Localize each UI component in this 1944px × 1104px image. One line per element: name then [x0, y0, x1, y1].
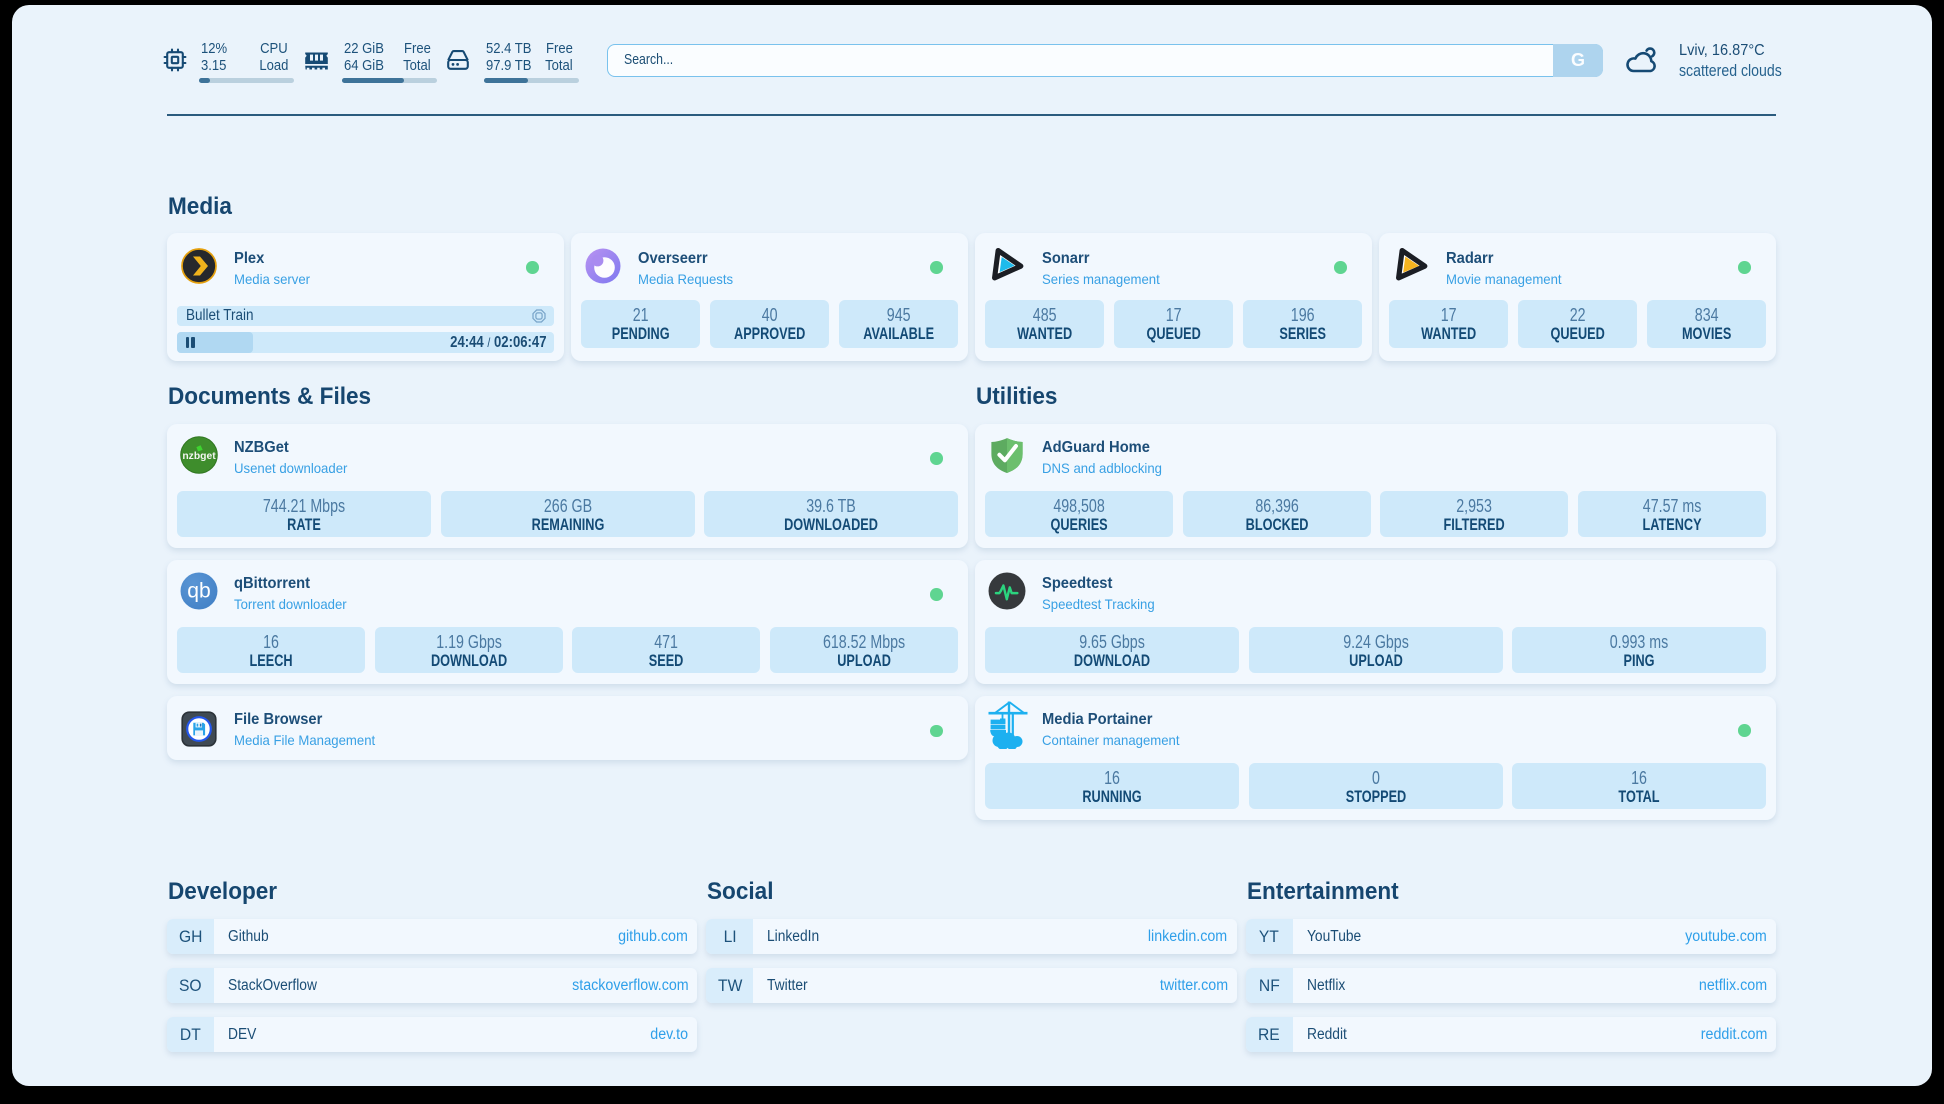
svg-text:nzbget: nzbget	[182, 451, 216, 462]
svg-text:qb: qb	[187, 579, 210, 602]
